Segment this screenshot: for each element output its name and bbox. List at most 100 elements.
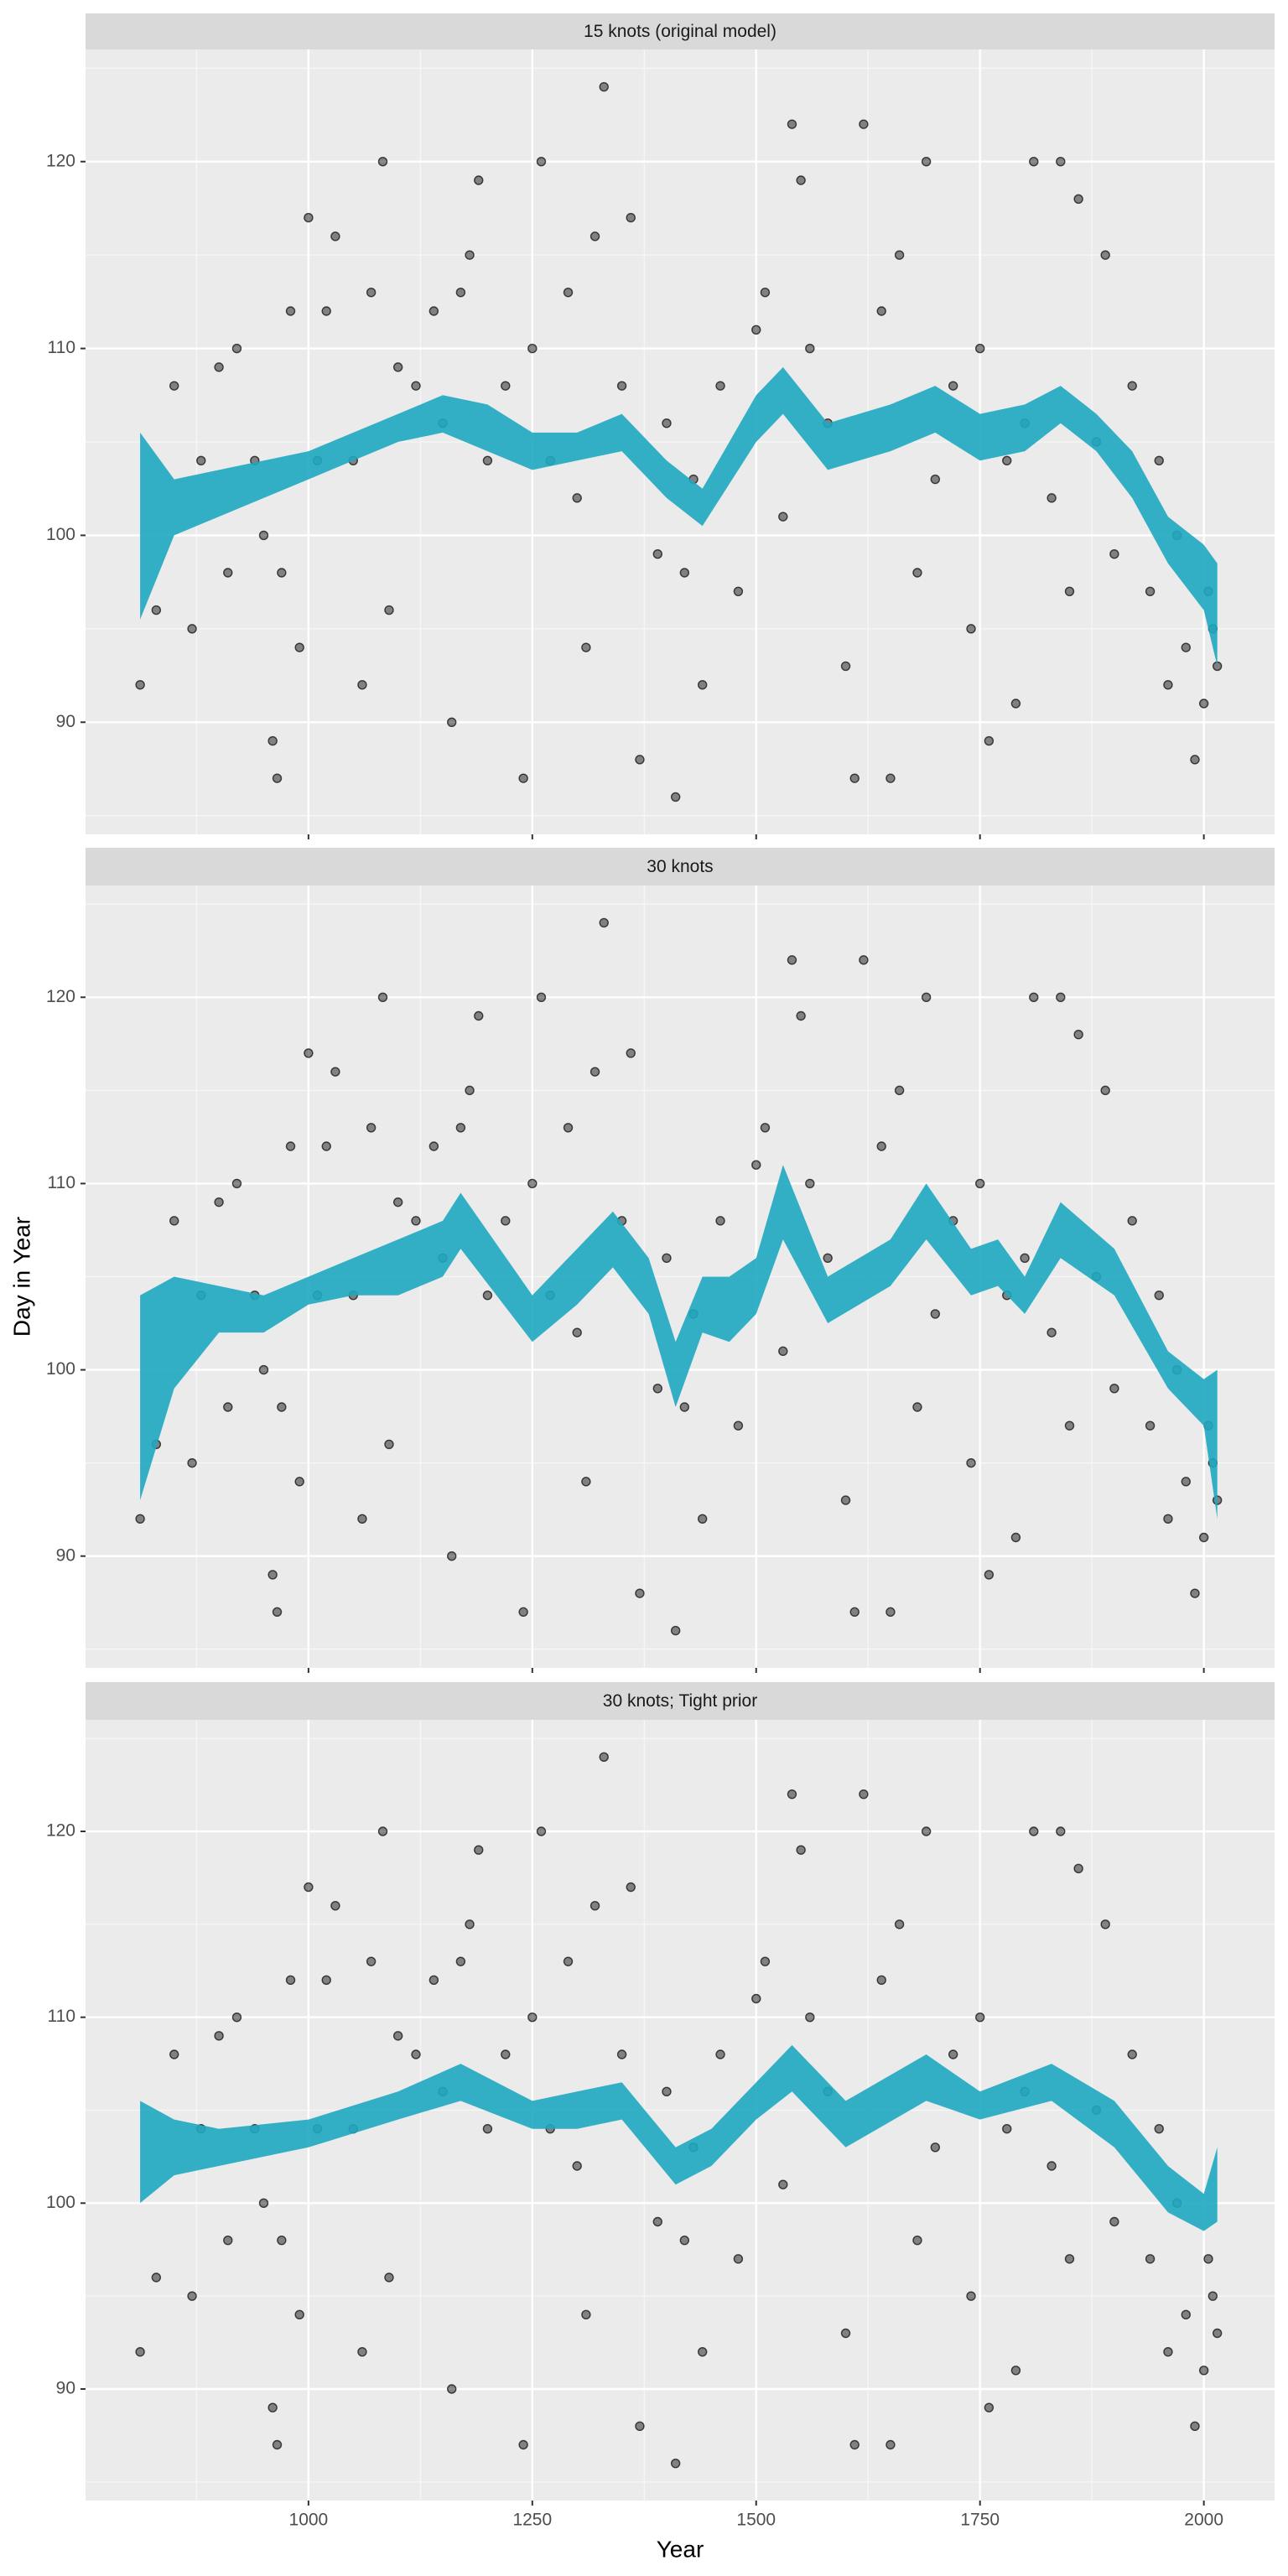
point xyxy=(330,1067,340,1077)
point xyxy=(1212,2328,1223,2339)
point xyxy=(670,1625,681,1636)
point xyxy=(921,1826,932,1836)
point xyxy=(258,1364,269,1375)
point xyxy=(321,306,331,316)
credible-band xyxy=(140,1165,1218,1519)
point xyxy=(392,1197,403,1208)
point xyxy=(527,343,538,354)
point xyxy=(1100,250,1110,260)
point xyxy=(151,605,162,615)
point xyxy=(277,1402,287,1412)
point xyxy=(428,1975,439,1986)
x-tick-label: 1500 xyxy=(736,2511,776,2530)
point xyxy=(670,2458,681,2469)
point xyxy=(599,1752,609,1763)
point xyxy=(1127,2049,1137,2059)
point xyxy=(1056,157,1066,167)
point xyxy=(377,1826,388,1836)
point xyxy=(948,381,958,391)
point xyxy=(384,605,394,615)
point xyxy=(886,2439,896,2450)
point xyxy=(267,2402,278,2412)
point xyxy=(527,2012,538,2023)
strip xyxy=(86,1682,1275,1720)
point xyxy=(912,2235,922,2246)
point xyxy=(572,493,582,503)
y-tick-label: 120 xyxy=(46,1821,75,1841)
point xyxy=(169,2049,179,2059)
point xyxy=(912,1402,922,1412)
point xyxy=(447,2384,457,2394)
point xyxy=(778,1346,788,1357)
point xyxy=(214,1197,224,1208)
point xyxy=(294,642,304,652)
point xyxy=(1181,1477,1191,1487)
point xyxy=(635,1588,645,1598)
point xyxy=(733,1420,744,1431)
point xyxy=(975,343,985,354)
x-tick-label: 1250 xyxy=(512,2511,552,2530)
point xyxy=(697,1514,708,1524)
point xyxy=(377,992,388,1002)
point xyxy=(1010,1532,1021,1543)
point xyxy=(626,212,636,223)
point xyxy=(527,1178,538,1189)
point xyxy=(411,381,421,391)
point xyxy=(616,2049,627,2059)
point xyxy=(626,1882,636,1893)
y-tick-label: 90 xyxy=(56,2379,75,2398)
point xyxy=(330,231,340,242)
point xyxy=(1154,455,1164,465)
point xyxy=(715,381,725,391)
credible-band xyxy=(140,2044,1218,2231)
point xyxy=(760,1956,771,1966)
point xyxy=(697,2346,708,2357)
point xyxy=(277,568,287,578)
point xyxy=(930,474,941,485)
x-tick-label: 1750 xyxy=(960,2511,1000,2530)
point xyxy=(223,568,233,578)
point xyxy=(377,157,388,167)
point xyxy=(366,1123,377,1133)
point xyxy=(715,2049,725,2059)
point xyxy=(357,2346,367,2357)
point xyxy=(599,81,609,92)
point xyxy=(1163,1514,1173,1524)
point xyxy=(536,157,547,167)
point xyxy=(984,1570,995,1580)
point xyxy=(187,1457,197,1468)
point xyxy=(151,2272,162,2283)
point xyxy=(840,2328,851,2339)
point xyxy=(392,362,403,372)
point xyxy=(787,119,797,129)
point xyxy=(1010,699,1021,709)
point xyxy=(760,1123,771,1133)
point xyxy=(223,1402,233,1412)
point xyxy=(796,1010,806,1021)
point xyxy=(357,680,367,690)
panel-title: 30 knots xyxy=(647,857,713,876)
point xyxy=(966,624,976,634)
point xyxy=(501,381,511,391)
point xyxy=(715,1216,725,1226)
panel-title: 30 knots; Tight prior xyxy=(603,1691,757,1711)
point xyxy=(1198,699,1209,709)
point xyxy=(572,1327,582,1337)
point xyxy=(277,2235,287,2246)
point xyxy=(1100,1919,1110,1929)
point xyxy=(679,568,690,578)
y-tick-label: 120 xyxy=(46,151,75,170)
point xyxy=(1100,1085,1110,1096)
point xyxy=(581,2309,591,2320)
point xyxy=(581,1477,591,1487)
point xyxy=(1073,1863,1083,1874)
point xyxy=(258,2198,269,2209)
point xyxy=(635,2421,645,2432)
point xyxy=(384,2272,394,2283)
point xyxy=(778,2179,788,2189)
x-axis-title: Year xyxy=(657,2536,704,2562)
point xyxy=(616,381,627,391)
point xyxy=(652,2216,663,2227)
point xyxy=(1046,1327,1057,1337)
point xyxy=(1020,1253,1030,1263)
